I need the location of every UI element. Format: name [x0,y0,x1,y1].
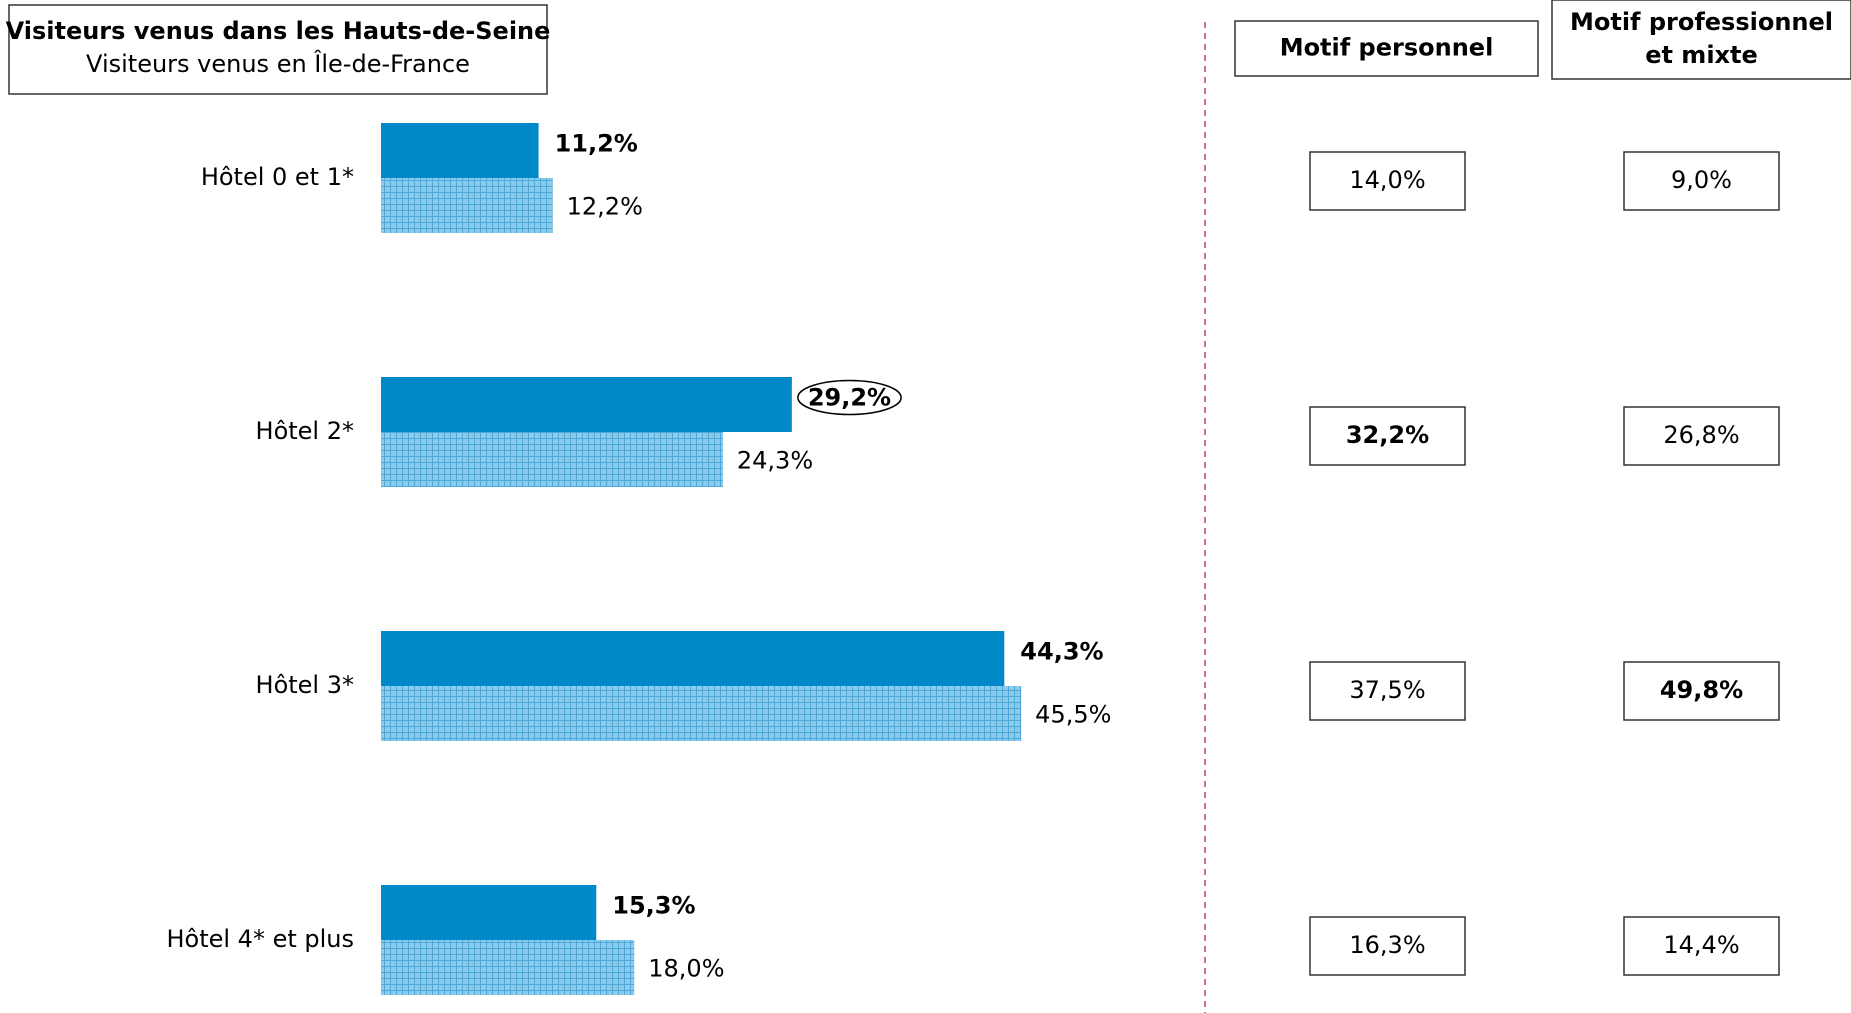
cell-value: 16,3% [1349,931,1425,959]
value-label: 29,2% [808,384,891,412]
value-label: 18,0% [648,955,724,983]
value-label: 15,3% [612,892,695,920]
category-label: Hôtel 2* [256,417,354,445]
column-header-box [1234,20,1539,77]
legend-title: Visiteurs venus dans les Hauts-de-Seine [6,17,551,45]
cell-value: 14,4% [1663,931,1739,959]
category-label: Hôtel 3* [256,671,354,699]
bar [381,631,1005,686]
cell-value: 37,5% [1349,676,1425,704]
column-header: et mixte [1645,41,1758,69]
legend-box [8,4,548,95]
cell-box [1623,406,1780,466]
column-header: Motif personnel [1280,34,1494,62]
value-label: 44,3% [1020,638,1103,666]
category-label: Hôtel 0 et 1* [201,163,354,191]
bar [381,686,1022,741]
cell-value: 9,0% [1671,166,1732,194]
value-label: 12,2% [567,193,643,221]
cell-value: 14,0% [1349,166,1425,194]
highlight-circle [797,379,902,416]
bar [381,885,597,940]
cell-box [1623,916,1780,976]
cell-value: 32,2% [1346,421,1429,449]
value-label: 45,5% [1035,701,1111,729]
cell-box [1623,661,1780,721]
legend-subtitle: Visiteurs venus en Île-de-France [86,49,470,78]
cell-box [1623,151,1780,211]
category-label: Hôtel 4* et plus [166,925,354,953]
value-label: 11,2% [555,130,638,158]
bar [381,432,723,487]
cell-box [1309,661,1466,721]
column-header-box [1551,0,1851,80]
bar [381,123,539,178]
bar [381,178,553,233]
cell-box [1309,916,1466,976]
cell-value: 49,8% [1660,676,1743,704]
column-header: Motif professionnel [1570,8,1833,36]
cell-box [1309,151,1466,211]
value-label: 24,3% [737,447,813,475]
bar [381,940,635,995]
cell-value: 26,8% [1663,421,1739,449]
bar [381,377,792,432]
cell-box [1309,406,1466,466]
